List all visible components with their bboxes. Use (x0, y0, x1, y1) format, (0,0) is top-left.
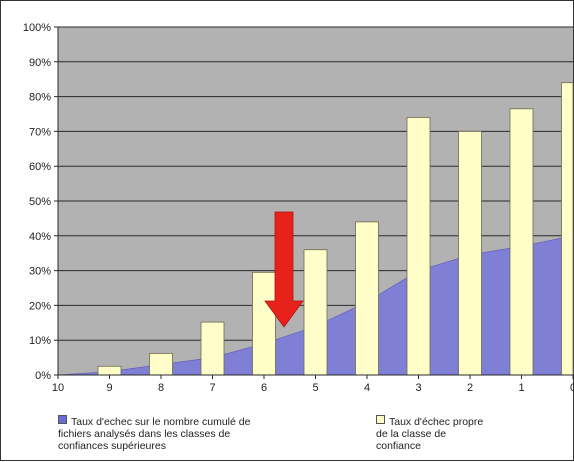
x-tick-label: 8 (158, 382, 164, 394)
y-tick-label: 60% (29, 161, 51, 173)
bar (355, 221, 379, 376)
x-tick-label: 2 (467, 382, 473, 394)
legend-area-swatch (58, 415, 67, 424)
annotation-arrow (264, 211, 304, 328)
y-tick-label: 0% (35, 370, 51, 382)
bar (458, 130, 482, 376)
legend-bar-label-line-2: de la classe de (376, 428, 447, 440)
bar (97, 365, 122, 376)
x-tick-label: 5 (312, 382, 318, 394)
x-tick-label: 10 (52, 382, 64, 394)
x-tick-label: 7 (209, 382, 215, 394)
legend-bar-label-line-1: Taux d'échec propre (389, 416, 484, 428)
y-tick-label: 40% (29, 231, 51, 243)
x-tick-label: 1 (518, 382, 524, 394)
bar (561, 82, 574, 376)
y-tick-label: 10% (29, 335, 51, 347)
x-tick-label: 9 (106, 382, 112, 394)
y-tick-label: 30% (29, 266, 51, 278)
x-tick-label: 6 (261, 382, 267, 394)
legend-area-series: Taux d'echec sur le nombre cumulé de fic… (58, 415, 298, 452)
legend-area-label-line-2: fichiers analysés dans les classes de (58, 428, 231, 440)
bar (149, 353, 173, 376)
y-tick-label: 100% (23, 22, 51, 34)
y-tick-label: 50% (29, 196, 51, 208)
bar (509, 108, 534, 376)
bar (252, 271, 276, 376)
legend-area-label-line-3: confiances supérieures (58, 440, 166, 452)
legend-bar-series: Taux d'échec propre de la classe de conf… (376, 415, 556, 452)
legend-bar-label-line-3: confiance (376, 440, 421, 452)
x-tick-label: 3 (415, 382, 421, 394)
legend-area-label-line-1: Taux d'echec sur le nombre cumulé de (71, 416, 251, 428)
x-tick-label: 4 (364, 382, 370, 394)
bar (200, 321, 225, 376)
legend-bar-swatch (376, 415, 385, 424)
x-tick-label: 0 (570, 382, 574, 394)
y-tick-label: 20% (29, 300, 51, 312)
bar (303, 249, 328, 376)
y-tick-label: 70% (29, 126, 51, 138)
bar (406, 117, 431, 376)
y-tick-label: 80% (29, 92, 51, 104)
y-tick-label: 90% (29, 57, 51, 69)
